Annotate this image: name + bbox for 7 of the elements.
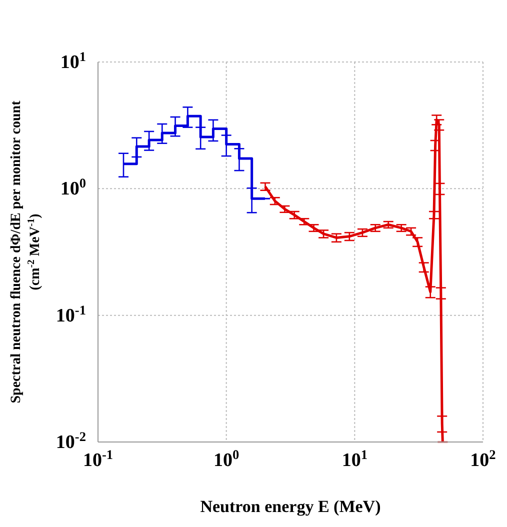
x-tick-label: 10$^{2}$ — [470, 446, 496, 471]
y-tick-label: 10$^{-1}$ — [56, 302, 86, 326]
x-tick-label: 10$^{0}$ — [214, 446, 240, 471]
y-tick-label: 10$^{1}$ — [60, 48, 86, 73]
x-tick-label: 10$^{1}$ — [342, 446, 368, 471]
x-axis-title: Neutron energy E (MeV) — [200, 497, 381, 516]
y-tick-label: 10$^{0}$ — [60, 175, 86, 200]
